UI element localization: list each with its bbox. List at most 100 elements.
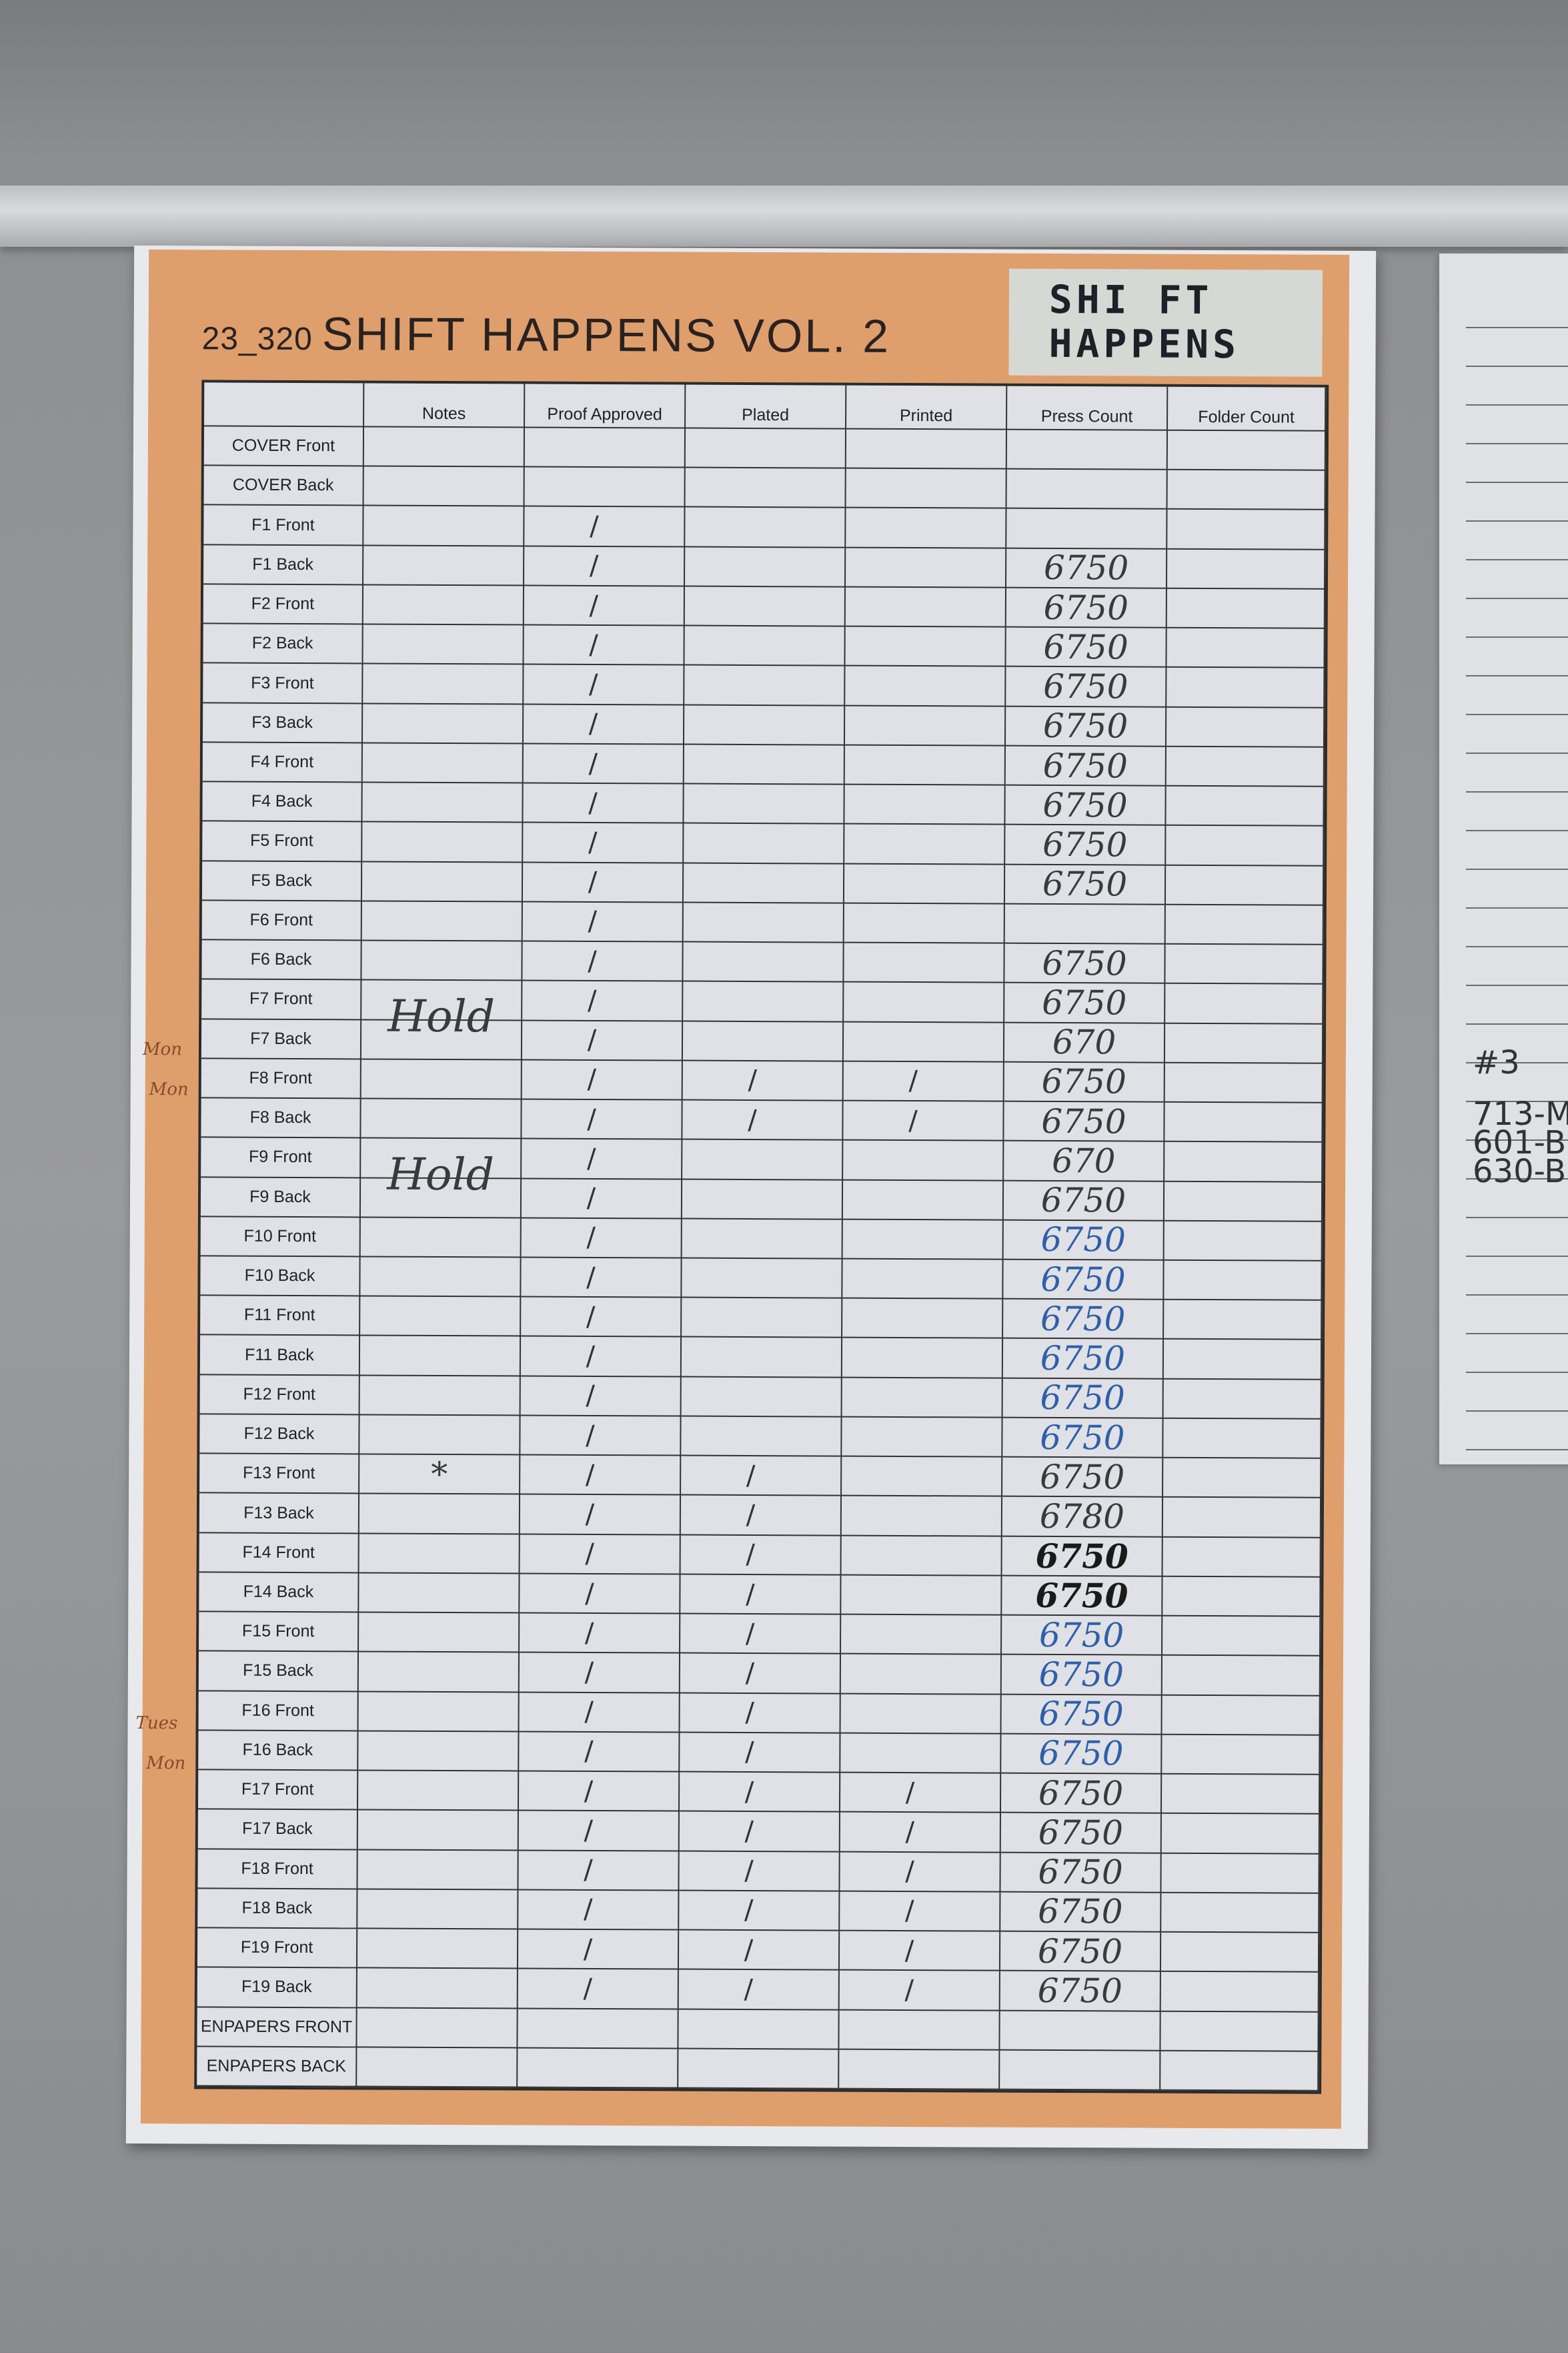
check-mark: / (583, 1933, 593, 1965)
margin-note: Mon (146, 1753, 186, 1774)
press-count-cell: 6750 (1006, 588, 1167, 628)
press-count-value: 6780 (1039, 1496, 1125, 1536)
proof-approved-cell: / (523, 823, 684, 864)
row-label: F6 Back (201, 940, 362, 981)
folder-count-cell (1164, 1102, 1323, 1143)
ruled-line (1466, 830, 1568, 831)
check-mark: / (583, 1973, 593, 2004)
check-mark: / (587, 1025, 597, 1056)
row-label-text: F16 Back (242, 1740, 313, 1760)
plated-cell: / (680, 1733, 841, 1773)
notes-cell (363, 664, 524, 705)
proof-approved-cell (518, 2048, 679, 2089)
sheet-title: 23_320 SHIFT HAPPENS VOL. 2 (201, 306, 890, 363)
check-mark: / (584, 1736, 594, 1767)
printed-cell (842, 1456, 1003, 1498)
side-sheet-text: 630-B (1473, 1153, 1567, 1190)
press-count-value: 6750 (1043, 548, 1129, 588)
check-mark: / (746, 1460, 756, 1491)
check-mark: / (744, 1934, 754, 1965)
press-count-value: 6750 (1035, 1536, 1128, 1576)
folder-count-cell (1162, 1656, 1321, 1697)
notes-cell (363, 624, 524, 665)
plated-cell (684, 586, 846, 627)
press-count-value: 6750 (1042, 707, 1128, 746)
check-mark: / (589, 550, 599, 582)
printed-cell (841, 1536, 1002, 1576)
plated-cell (682, 1139, 844, 1181)
row-label-text: F15 Front (241, 1621, 315, 1641)
row-label: F13 Front (199, 1454, 360, 1494)
plated-cell (681, 1338, 843, 1378)
printed-cell (842, 1298, 1004, 1340)
folder-count-cell (1165, 865, 1325, 906)
plated-cell (678, 2049, 840, 2089)
ruled-line (1466, 1449, 1568, 1450)
plated-cell (682, 1298, 843, 1339)
ruled-line (1466, 907, 1568, 909)
press-count-cell: 6750 (1004, 1102, 1165, 1142)
press-count-cell: 6750 (1000, 1932, 1162, 1972)
notes-cell: * (359, 1454, 521, 1495)
proof-approved-cell: / (519, 1732, 680, 1773)
row-label: F13 Back (199, 1493, 360, 1534)
check-mark: / (585, 1498, 595, 1530)
notes-cell (359, 1534, 520, 1574)
proof-approved-cell: / (524, 625, 685, 666)
row-label: F12 Front (199, 1375, 360, 1416)
press-count-cell (1004, 904, 1166, 945)
check-mark: / (586, 1420, 595, 1451)
check-mark: / (746, 1500, 756, 1531)
printed-cell (844, 745, 1006, 786)
row-label: F1 Back (203, 545, 364, 586)
proof-approved-cell: / (518, 1771, 680, 1812)
press-count-cell: 6750 (1006, 548, 1168, 589)
press-count-cell: 6750 (1002, 1378, 1164, 1419)
side-sheet-text: #3 (1473, 1044, 1520, 1081)
proof-approved-cell: / (523, 704, 685, 745)
row-label: F8 Back (201, 1098, 361, 1139)
check-mark: / (587, 1064, 597, 1095)
press-count-cell: 6750 (1000, 1813, 1162, 1854)
press-count-value: 6750 (1042, 825, 1128, 865)
folder-count-cell (1162, 1576, 1321, 1617)
folder-count-cell (1166, 786, 1325, 827)
printed-cell (845, 666, 1006, 707)
proof-approved-cell: / (520, 1613, 681, 1654)
plated-cell (684, 784, 845, 825)
folder-count-cell (1162, 1695, 1321, 1736)
check-mark: / (745, 1697, 754, 1729)
row-label: F10 Back (200, 1256, 361, 1297)
ruled-line (1466, 985, 1568, 986)
press-count-cell: 6750 (1003, 1181, 1165, 1222)
check-mark: / (587, 985, 597, 1016)
row-label-text: F18 Back (241, 1898, 313, 1918)
notes-cell (362, 743, 524, 784)
plated-cell: / (679, 1811, 840, 1853)
press-count-value: 6750 (1038, 1853, 1123, 1892)
check-mark: / (905, 1816, 915, 1848)
notes-cell (361, 862, 524, 903)
check-mark: / (584, 1697, 594, 1728)
check-mark: / (905, 1856, 914, 1887)
check-mark: / (908, 1065, 918, 1097)
press-count-value: 6750 (1043, 666, 1128, 707)
side-sheet-text: 601-B (1473, 1124, 1567, 1161)
proof-approved-cell: / (524, 546, 686, 587)
ruled-line (1466, 1294, 1568, 1296)
plated-cell: / (681, 1456, 842, 1497)
ruled-line (1466, 366, 1568, 367)
proof-approved-cell: / (523, 783, 684, 824)
tracking-table: COVER Front COVER Back F1 Front F1 Back F2 F… (194, 380, 1329, 2094)
proof-approved-cell: / (521, 1297, 682, 1338)
folder-count-cell (1167, 430, 1327, 471)
notes-cell (360, 1257, 522, 1298)
stamp-line: HAPPENS (1048, 320, 1241, 368)
check-mark: / (748, 1065, 758, 1096)
press-count-cell: 6750 (1001, 1655, 1163, 1696)
check-mark: / (744, 1973, 754, 2005)
row-label-text: COVER Back (232, 475, 334, 495)
proof-approved-cell: / (520, 1534, 681, 1575)
press-count-cell: 6750 (1000, 1892, 1162, 1933)
printed-cell (841, 1575, 1002, 1616)
